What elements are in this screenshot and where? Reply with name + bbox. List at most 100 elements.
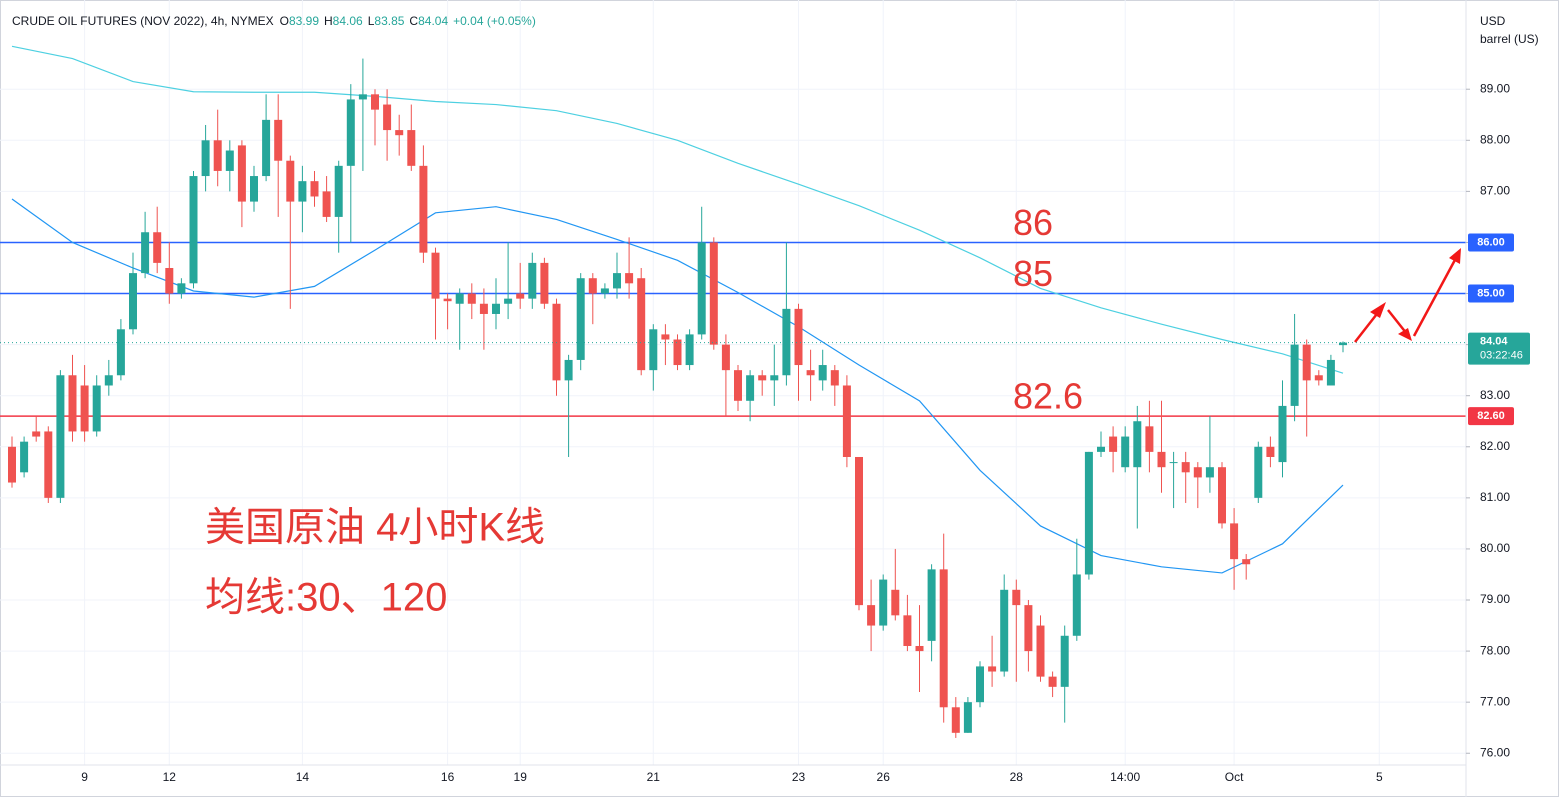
ohlc-label: O	[280, 14, 289, 28]
price-box	[1468, 284, 1514, 303]
y-tick-label: 87.00	[1480, 184, 1510, 198]
candle-body	[492, 303, 500, 314]
candle-body	[988, 666, 997, 672]
candle-body	[92, 385, 101, 432]
plot	[0, 45, 1466, 738]
candle-body	[1145, 426, 1154, 452]
candle-body	[564, 359, 573, 381]
candle-body	[625, 273, 634, 284]
level-annotation: 85	[1013, 253, 1053, 294]
candle-body	[782, 308, 791, 376]
ohlc-value: 83.99	[289, 14, 319, 28]
candle-body	[855, 456, 863, 606]
candle-body	[395, 130, 404, 136]
candle-body	[1036, 625, 1045, 677]
candle-body	[721, 344, 730, 371]
candle-body	[516, 293, 525, 299]
candle-body	[407, 130, 416, 166]
price-box-label: 86.00	[1477, 236, 1505, 248]
candle-body	[588, 278, 597, 294]
candle-body	[576, 278, 585, 360]
candle-body	[80, 385, 89, 432]
candle-body	[903, 615, 912, 646]
candle-body	[177, 283, 186, 294]
candle-body	[1314, 375, 1323, 381]
candle-body	[540, 262, 549, 304]
candle-body	[951, 707, 960, 733]
candle-body	[1121, 436, 1130, 468]
candle-body	[20, 441, 29, 473]
candle-body	[1084, 451, 1093, 575]
candle-body	[1218, 467, 1226, 524]
last-price-label: 84.04	[1480, 335, 1508, 347]
candle-body	[806, 370, 815, 376]
candle-body	[1072, 574, 1081, 636]
candle-body	[1326, 359, 1335, 386]
x-tick-label: 28	[1010, 770, 1024, 784]
price-box	[1468, 407, 1514, 426]
candle-body	[528, 262, 537, 299]
candle-body	[842, 385, 851, 457]
level-annotation: 82.6	[1013, 376, 1083, 417]
candle-body	[455, 293, 464, 304]
x-tick-label: 16	[441, 770, 455, 784]
x-tick-label: 26	[877, 770, 891, 784]
ohlc-value: 84.04	[418, 14, 448, 28]
candle-body	[1266, 446, 1275, 457]
candle-body	[32, 431, 41, 437]
y-tick-label: 81.00	[1480, 490, 1510, 504]
candle-body	[673, 339, 682, 366]
candle-body	[915, 645, 924, 652]
candle-body	[830, 370, 839, 386]
y-tick-label: 89.00	[1480, 81, 1510, 95]
price-box-label: 82.60	[1477, 410, 1505, 422]
candle-body	[1097, 446, 1105, 452]
candle-body	[298, 181, 307, 202]
annotation: 美国原油 4小时K线	[205, 506, 545, 550]
candle-body	[661, 334, 670, 340]
candle-body	[419, 165, 428, 253]
level-annotation: 86	[1013, 202, 1053, 243]
price-box	[1468, 233, 1514, 252]
candle-body	[1060, 635, 1069, 687]
candle-body	[1048, 676, 1057, 687]
moving-average	[11, 198, 1344, 574]
candle-body	[867, 605, 876, 626]
candle-body	[250, 176, 258, 202]
candle-body	[358, 94, 367, 100]
candle-body	[697, 242, 706, 335]
ohlc-value: 84.06	[333, 14, 363, 28]
candle-body	[504, 298, 513, 304]
candle-body	[1133, 421, 1142, 468]
candle-body	[443, 298, 452, 302]
candle-body	[1012, 589, 1021, 606]
candle-body	[189, 176, 198, 284]
candle-body	[467, 293, 476, 304]
ohlc-value: 83.85	[374, 14, 404, 28]
ohlc-label: L	[368, 14, 375, 28]
candle-body	[431, 252, 440, 299]
candle-body	[685, 334, 694, 366]
candle-body	[116, 329, 125, 376]
candle-body	[201, 140, 210, 177]
x-tick-label: 14	[296, 770, 310, 784]
ohlc-label: C	[409, 14, 418, 28]
y-tick-label: 83.00	[1480, 388, 1510, 402]
candle-body	[1290, 344, 1299, 406]
y-tick-label: 77.00	[1480, 694, 1510, 708]
candle-body	[322, 191, 331, 217]
candle-body	[8, 446, 16, 483]
unit: barrel (US)	[1480, 32, 1539, 46]
candle-body	[976, 666, 984, 703]
candle-body	[927, 569, 936, 641]
candle-body	[153, 232, 162, 263]
y-tick-label: 79.00	[1480, 592, 1510, 606]
y-tick-label: 82.00	[1480, 439, 1510, 453]
candle-body	[129, 273, 137, 330]
candle-body	[1302, 344, 1311, 381]
candle-body	[225, 150, 234, 171]
candle-body	[709, 242, 718, 345]
candle-body	[1024, 605, 1033, 652]
candle-body	[600, 288, 609, 294]
